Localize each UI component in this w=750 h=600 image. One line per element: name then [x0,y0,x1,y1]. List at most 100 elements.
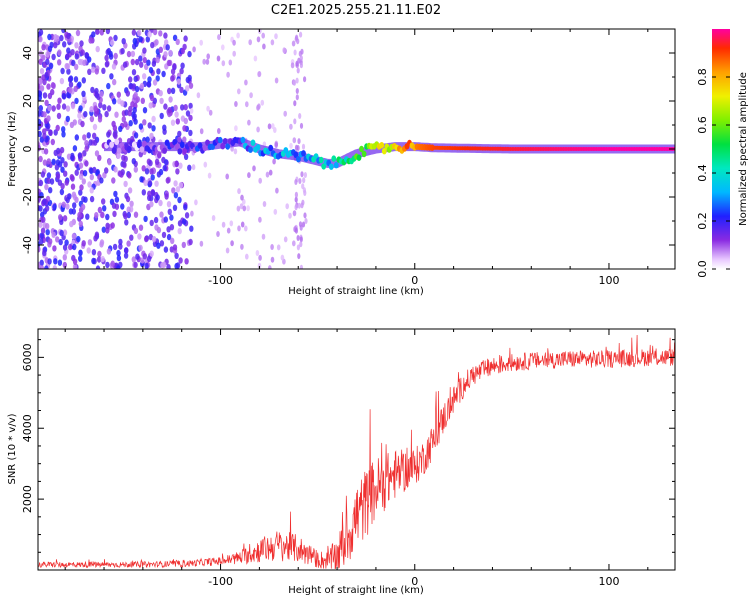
noise-speckle [289,142,293,149]
noise-speckle [163,32,168,39]
noise-speckle [134,58,140,66]
noise-speckle [159,211,164,218]
noise-speckle [154,180,159,187]
noise-speckle [271,123,275,130]
ridge-point [179,141,185,149]
noise-speckle [148,102,153,109]
noise-speckle [175,118,180,125]
noise-speckle [280,254,285,261]
noise-speckle [225,247,230,254]
noise-speckle [48,129,53,136]
noise-speckle [237,225,241,232]
noise-speckle [106,47,112,55]
noise-speckle [131,69,137,76]
noise-speckle [245,101,249,108]
noise-speckle [126,50,132,58]
noise-speckle [120,100,125,107]
noise-speckle [244,79,248,86]
ridge-point [197,142,203,149]
noise-speckle [174,252,179,259]
noise-speckle [303,212,307,219]
noise-speckle [62,244,68,251]
noise-speckle [168,49,173,57]
noise-speckle [289,123,293,130]
noise-speckle [72,202,77,209]
noise-speckle [83,196,88,203]
ridge-point [114,138,120,145]
noise-speckle [299,62,303,69]
noise-speckle [129,234,134,241]
noise-speckle [138,224,144,231]
noise-speckle [71,233,77,240]
noise-speckle [47,104,52,112]
noise-speckle [85,213,90,220]
noise-speckle [91,31,96,38]
noise-speckle [202,58,206,65]
noise-speckle [78,255,83,262]
noise-speckle [140,97,145,105]
noise-speckle [42,249,47,257]
noise-speckle [38,105,43,112]
noise-speckle [62,170,68,177]
noise-speckle [104,110,109,118]
noise-speckle [155,194,160,201]
noise-speckle [77,211,82,219]
noise-speckle [97,116,103,123]
noise-speckle [68,81,74,88]
noise-speckle [38,145,41,152]
noise-speckle [173,104,178,112]
noise-speckle [95,265,101,269]
noise-speckle [112,124,118,132]
ridge-point [220,143,226,150]
noise-speckle [77,81,82,88]
noise-speckle [145,36,150,43]
noise-speckle [163,51,168,58]
noise-speckle [296,244,300,251]
y-tick-label: -20 [21,188,34,206]
noise-speckle [83,111,88,118]
noise-speckle [50,138,55,146]
x-tick-label: -100 [208,274,233,287]
noise-speckle [169,214,174,221]
noise-speckle [257,71,262,77]
x-tick-label: 100 [598,274,619,287]
noise-speckle [74,196,79,203]
noise-speckle [72,243,77,251]
noise-speckle [127,109,132,117]
noise-speckle [301,221,306,228]
noise-speckle [97,206,103,214]
noise-speckle [185,76,190,84]
noise-speckle [162,164,167,172]
noise-speckle [299,264,303,269]
noise-speckle [134,85,140,93]
noise-speckle [72,258,78,265]
noise-speckle [138,244,143,252]
ridge-point [248,146,253,153]
noise-speckle [138,36,143,43]
noise-speckle [39,232,44,239]
noise-speckle [59,77,65,85]
ridge-point [142,140,147,148]
noise-speckle [39,238,44,245]
noise-speckle [179,86,184,94]
colorbar-ticks: 0.0 0.2 0.4 0.6 0.8 [696,68,730,278]
noise-speckle [299,122,304,129]
noise-speckle [255,250,260,256]
noise-speckle [123,180,128,188]
noise-speckle [159,112,164,120]
noise-speckle [252,165,256,172]
noise-speckle [102,172,107,179]
noise-speckle [211,215,216,221]
noise-speckle [89,195,95,203]
ridge-point [109,141,114,148]
noise-speckle [38,110,42,117]
noise-speckle [274,142,279,148]
noise-speckle [122,61,128,68]
noise-speckle [100,255,105,263]
noise-speckle [275,187,279,194]
ridge-point [177,148,183,155]
noise-speckle [57,49,62,56]
noise-speckle [135,253,140,260]
noise-speckle [92,132,97,139]
noise-speckle [91,257,96,265]
